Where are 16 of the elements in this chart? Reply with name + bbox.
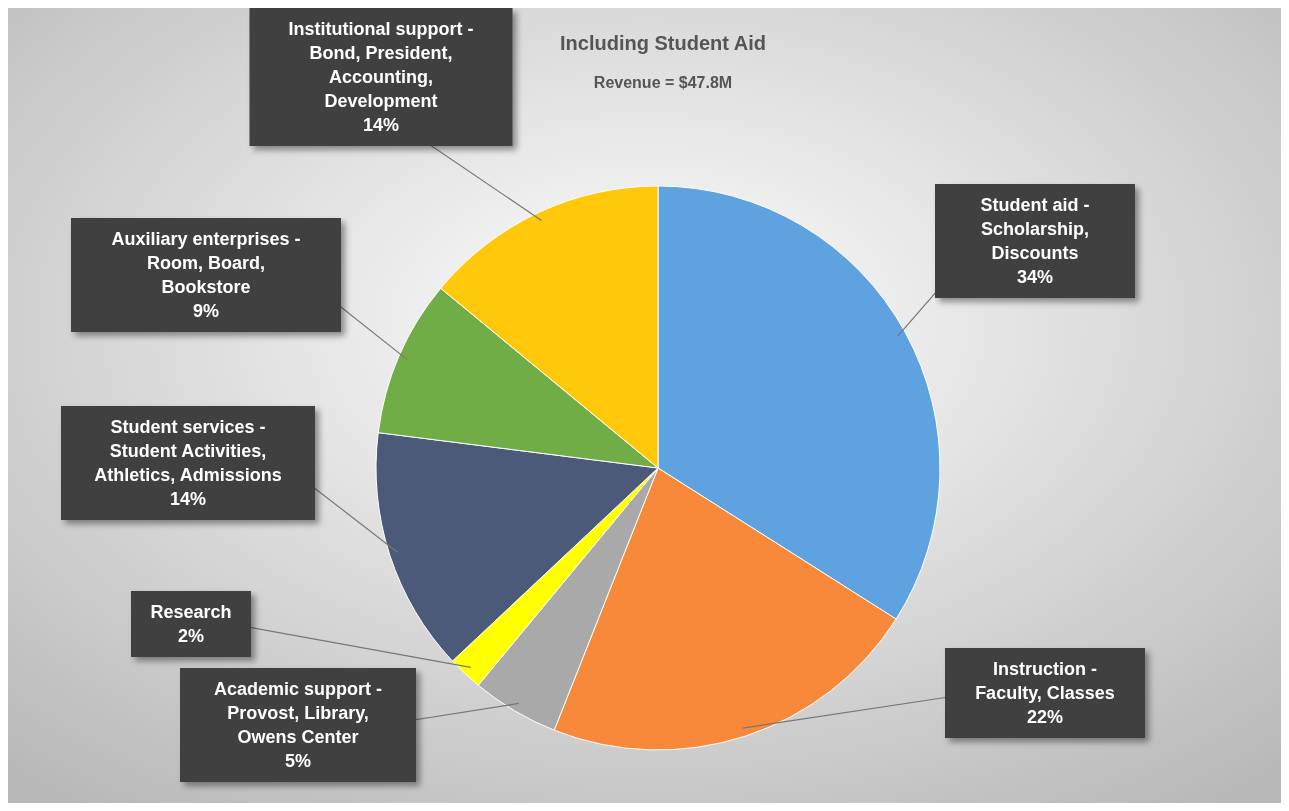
text: Revenue = $47.8M [593, 74, 733, 91]
data-label: 22% [1026, 707, 1064, 727]
data-label: 14% [362, 115, 400, 135]
data-label: 14% [169, 489, 207, 509]
data-label: 2% [177, 626, 205, 646]
slice-label: Auxiliary enterprises - Room, Board, Bookstore [111, 229, 301, 297]
data-label: 9% [192, 301, 220, 321]
data-label: 5% [284, 751, 312, 771]
slice-label: Academic support - Provost, Library, Owens Center [213, 679, 383, 747]
slice-label: Instruction - Faculty, Classes [975, 659, 1115, 703]
text: Including Student Aid [560, 32, 766, 54]
slice-label: Institutional support - Bond, President, Accounting, Development [288, 19, 474, 111]
slice-label: Student services - Student Activities, Athletics, Admissions [94, 417, 282, 485]
slice-label: Research [150, 602, 232, 622]
data-label: 34% [1016, 267, 1054, 287]
slice-label: Student aid - Scholarship, Discounts [980, 195, 1090, 263]
